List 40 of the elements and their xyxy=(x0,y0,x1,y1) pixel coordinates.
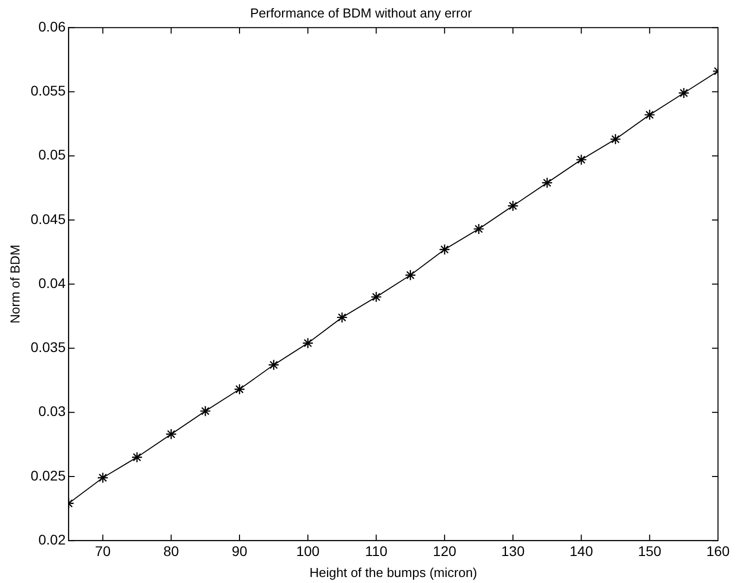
x-tick-label: 140 xyxy=(570,542,594,559)
y-tick-label: 0.035 xyxy=(30,339,66,356)
point xyxy=(438,244,450,256)
point xyxy=(234,384,246,395)
point xyxy=(370,291,382,303)
point xyxy=(610,134,622,145)
y-tick-label: 0.045 xyxy=(30,210,66,227)
point xyxy=(404,270,416,281)
point xyxy=(542,177,553,188)
y-tick-label: 0.02 xyxy=(38,531,66,548)
x-tick-label: 120 xyxy=(432,542,456,559)
x-axis-title: Height of the bumps (micron) xyxy=(310,564,478,580)
y-tick-label: 0.06 xyxy=(38,18,66,34)
y-tick-label: 0.025 xyxy=(30,467,66,484)
x-tick-label: 80 xyxy=(163,542,180,559)
chart-title: Performance of BDM without any error xyxy=(250,5,473,20)
y-tick-label: 0.05 xyxy=(38,146,66,163)
point xyxy=(644,109,656,120)
x-tick-label: 90 xyxy=(232,542,248,559)
point xyxy=(166,428,177,440)
x-tick-label: 110 xyxy=(365,542,388,559)
x-tick-label: 70 xyxy=(95,542,111,559)
y-axis-title: Norm of BDM xyxy=(7,244,22,324)
point xyxy=(336,312,348,324)
x-tick-label: 100 xyxy=(296,542,320,559)
point xyxy=(507,200,519,212)
point xyxy=(302,337,314,349)
point xyxy=(131,452,143,463)
y-tick-label: 0.04 xyxy=(38,274,66,291)
y-tick-label: 0.055 xyxy=(30,82,66,99)
point xyxy=(268,359,280,370)
point xyxy=(678,87,690,99)
x-tick-label: 150 xyxy=(638,542,662,559)
x-tick-label: 130 xyxy=(501,542,525,559)
x-tick-label: 160 xyxy=(706,542,730,559)
point xyxy=(200,405,211,417)
point xyxy=(576,154,587,166)
point xyxy=(97,472,108,484)
point xyxy=(473,223,484,235)
y-tick-label: 0.03 xyxy=(38,403,66,420)
